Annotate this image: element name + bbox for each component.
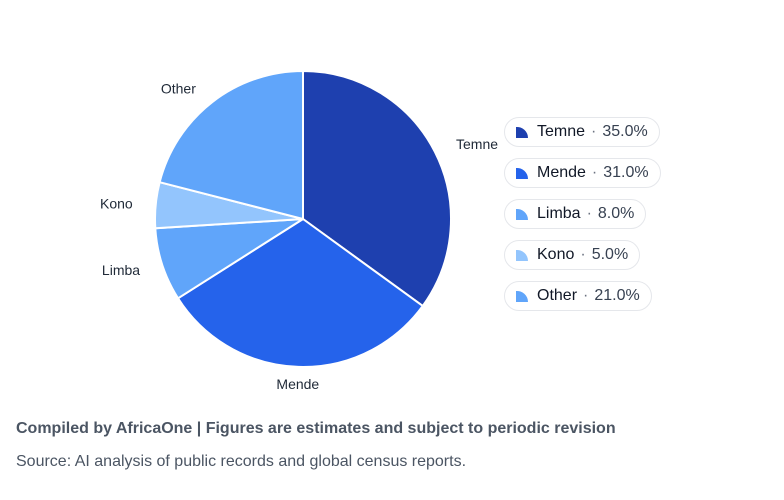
footer-source: Source: AI analysis of public records an… [16, 453, 467, 470]
legend-label: Kono [537, 246, 575, 263]
slice-label-temne: Temne [456, 136, 498, 152]
legend-label: Limba [537, 205, 581, 222]
pie-slice-temne[interactable] [302, 69, 452, 308]
legend-swatch-icon [516, 126, 529, 138]
slice-label-mende: Mende [276, 376, 319, 392]
legend-item-temne[interactable]: Temne · 35.0% [504, 117, 660, 147]
legend-value: 5.0% [591, 246, 629, 263]
pie-slice-other[interactable] [158, 69, 304, 221]
legend-item-kono[interactable]: Kono · 5.0% [504, 240, 641, 270]
legend-separator: · [586, 205, 592, 222]
legend-separator: · [580, 246, 586, 263]
legend-swatch-icon [516, 249, 529, 261]
legend-label: Temne [537, 123, 586, 140]
legend-label: Mende [537, 164, 586, 181]
slice-label-other: Other [161, 81, 196, 97]
legend-value: 35.0% [602, 123, 648, 140]
footer-note: Compiled by AfricaOne | Figures are esti… [16, 420, 616, 437]
legend: Temne · 35.0% Mende · 31.0% Limba · 8.0%… [504, 117, 661, 322]
legend-separator: · [591, 164, 598, 181]
legend-item-limba[interactable]: Limba · 8.0% [504, 199, 647, 229]
legend-separator: · [583, 287, 589, 304]
legend-swatch-icon [516, 208, 529, 220]
slice-label-limba: Limba [102, 262, 140, 278]
pie-chart: Temne Mende Limba Kono Other [100, 69, 498, 392]
legend-label: Other [537, 287, 578, 304]
legend-swatch-icon [516, 167, 529, 179]
legend-separator: · [591, 123, 597, 140]
legend-item-mende[interactable]: Mende · 31.0% [504, 158, 661, 188]
slice-label-kono: Kono [100, 195, 133, 211]
pie-slice-mende[interactable] [176, 217, 425, 368]
legend-swatch-icon [516, 290, 529, 302]
legend-value: 8.0% [597, 205, 635, 222]
legend-item-other[interactable]: Other · 21.0% [504, 281, 652, 311]
legend-value: 21.0% [594, 287, 640, 304]
legend-value: 31.0% [603, 164, 649, 181]
